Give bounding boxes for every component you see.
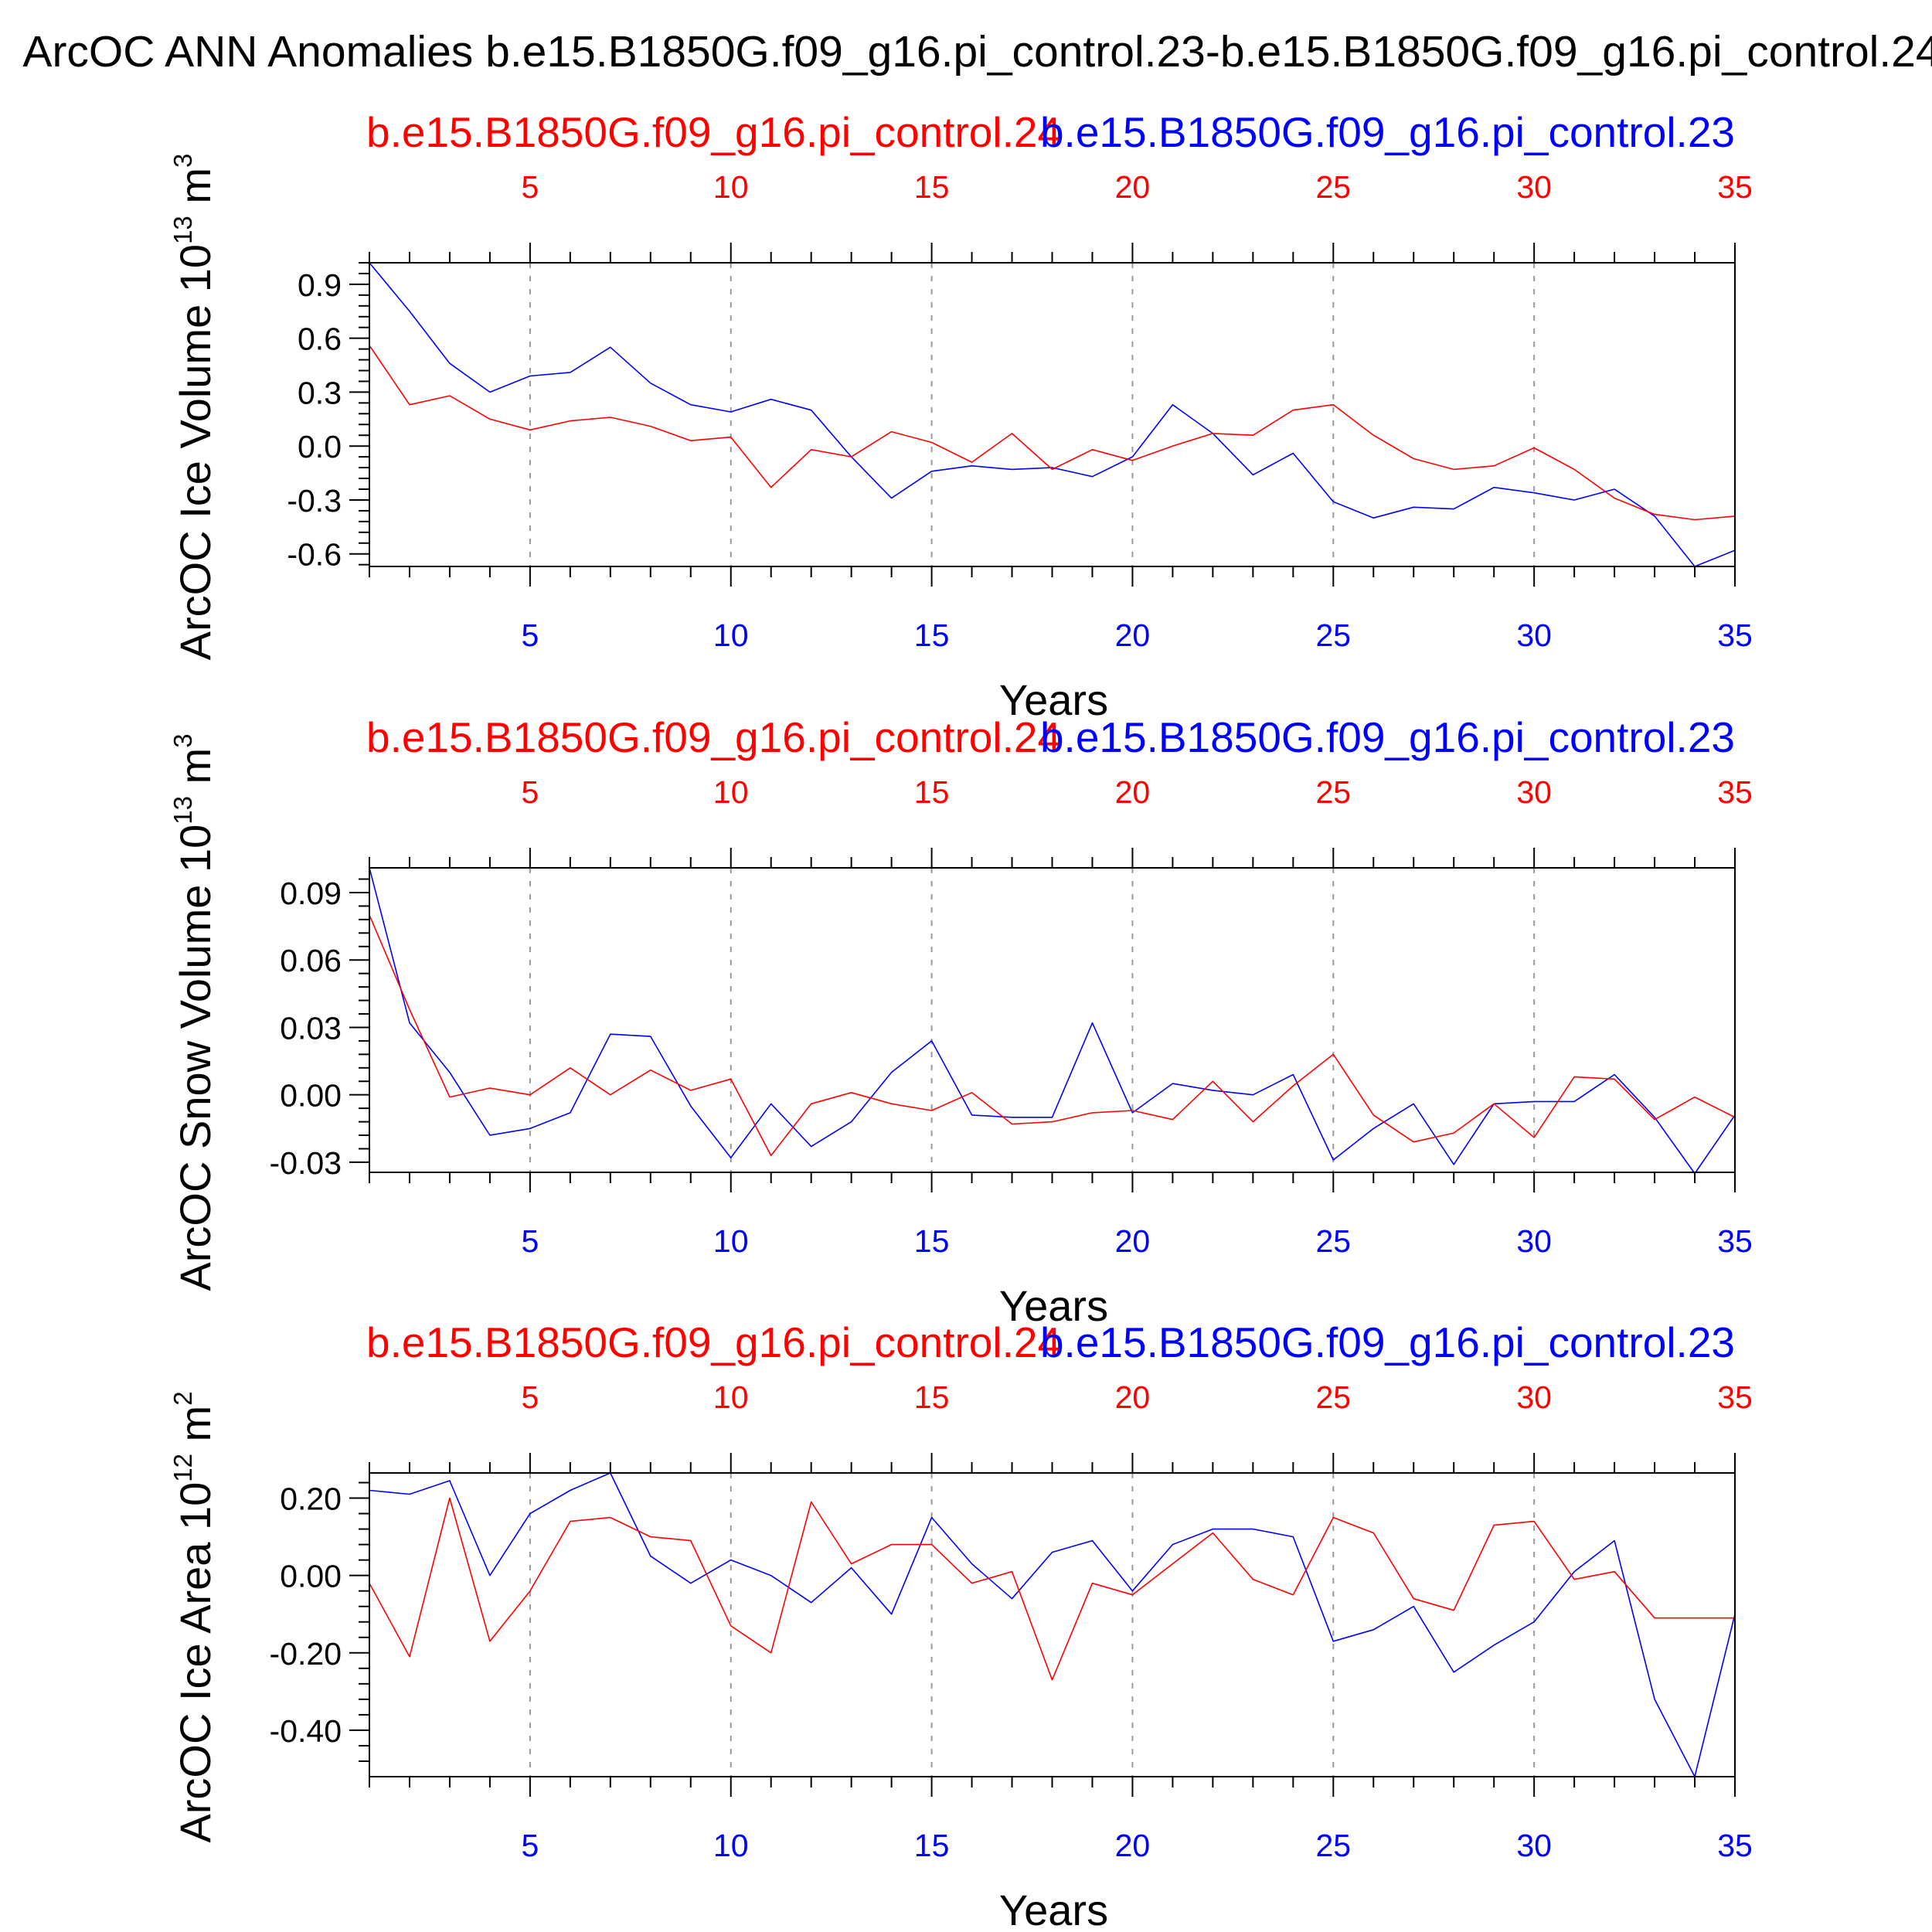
- panel-2-series-red: [369, 914, 1736, 1156]
- panel-3-ytick-label: 0.00: [280, 1559, 342, 1594]
- panel-1-ytick-label: 0.0: [298, 429, 342, 464]
- panel-3-xtick-label-bottom: 30: [1516, 1828, 1552, 1863]
- panel-1-xtick-label-bottom: 5: [521, 617, 539, 653]
- panel-2-xtick-label-top: 30: [1516, 774, 1552, 810]
- y-axis-exponent: 13: [168, 216, 197, 244]
- panel-3-ytick-label: -0.40: [270, 1713, 342, 1749]
- y-axis-exponent: 13: [168, 796, 197, 825]
- y-axis-label-part: ArcOC Snow Volume 10: [171, 825, 219, 1291]
- panel-1-ytick-label: -0.6: [287, 537, 342, 573]
- panel-1-ytick-label: -0.3: [287, 483, 342, 519]
- panel-1-xtick-label-top: 35: [1717, 169, 1753, 205]
- panel-1-series-red: [369, 345, 1736, 521]
- panel-3-legend-red: b.e15.B1850G.f09_g16.pi_control.24: [366, 1318, 1061, 1366]
- panel-1-xtick-label-top: 20: [1115, 169, 1151, 205]
- panel-1-plot-frame: [369, 262, 1736, 567]
- panel-3-ytick-label: 0.20: [280, 1481, 342, 1517]
- panel-2-xtick-label-bottom: 35: [1717, 1223, 1753, 1259]
- panel-3-xtick-label-bottom: 20: [1115, 1828, 1151, 1863]
- panel-2-xtick-label-top: 15: [914, 774, 950, 810]
- y-axis-label-part: m: [171, 168, 219, 216]
- panel-3-series-blue: [369, 1472, 1736, 1777]
- panel-3-legend-blue: b.e15.B1850G.f09_g16.pi_control.23: [1040, 1318, 1735, 1366]
- panel-3-xtick-label-top: 15: [914, 1379, 950, 1415]
- panel-3-xtick-label-top: 25: [1315, 1379, 1351, 1415]
- y-axis-exponent: 3: [168, 154, 197, 168]
- panel-2-ytick-label: 0.06: [280, 943, 342, 978]
- panel-1-xtick-label-bottom: 25: [1315, 617, 1351, 653]
- panel-2-x-axis-title: Years: [999, 1281, 1108, 1330]
- panel-3-xtick-label-top: 10: [713, 1379, 749, 1415]
- panel-1-xtick-label-bottom: 10: [713, 617, 749, 653]
- panel-2-xtick-label-bottom: 15: [914, 1223, 950, 1259]
- panel-3-y-axis-title: ArcOC Ice Area 1012 m2: [168, 1391, 219, 1842]
- panel-1-xtick-label-top: 30: [1516, 169, 1552, 205]
- y-axis-label-part: m: [171, 1406, 219, 1454]
- panel-1-xtick-label-bottom: 15: [914, 617, 950, 653]
- panel-3-ytick-label: -0.20: [270, 1636, 342, 1672]
- y-axis-label-part: ArcOC Ice Area 10: [171, 1482, 219, 1843]
- panel-1-ytick-label: 0.3: [298, 375, 342, 410]
- panel-1-legend-blue: b.e15.B1850G.f09_g16.pi_control.23: [1040, 108, 1735, 156]
- panel-3-series-red: [369, 1497, 1735, 1681]
- chart-title: ArcOC ANN Anomalies b.e15.B1850G.f09_g16…: [22, 27, 1932, 77]
- panel-1-series-blue: [369, 262, 1736, 567]
- panel-1-xtick-label-top: 5: [521, 169, 539, 205]
- panel-1-xtick-label-bottom: 35: [1717, 617, 1753, 653]
- panel-1-xtick-label-bottom: 20: [1115, 617, 1151, 653]
- y-axis-exponent: 12: [168, 1454, 197, 1482]
- panel-3-xtick-label-bottom: 35: [1717, 1828, 1753, 1863]
- panel-2-xtick-label-bottom: 5: [521, 1223, 539, 1259]
- panel-1-xtick-label-top: 15: [914, 169, 950, 205]
- panel-1-ytick-label: 0.6: [298, 321, 342, 357]
- panel-3-xtick-label-top: 5: [521, 1379, 539, 1415]
- panel-1-xtick-label-top: 25: [1315, 169, 1351, 205]
- panel-2-legend-red: b.e15.B1850G.f09_g16.pi_control.24: [366, 713, 1061, 761]
- panel-2-xtick-label-top: 35: [1717, 774, 1753, 810]
- panel-2-xtick-label-bottom: 20: [1115, 1223, 1151, 1259]
- panel-1-ytick-label: 0.9: [298, 267, 342, 303]
- y-axis-exponent: 3: [168, 733, 197, 747]
- panel-3-x-axis-title: Years: [999, 1886, 1108, 1932]
- panel-3-xtick-label-bottom: 10: [713, 1828, 749, 1863]
- panel-2-xtick-label-bottom: 30: [1516, 1223, 1552, 1259]
- panel-2-xtick-label-top: 5: [521, 774, 539, 810]
- panel-2-xtick-label-bottom: 10: [713, 1223, 749, 1259]
- panel-3-xtick-label-bottom: 15: [914, 1828, 950, 1863]
- panel-1-x-axis-title: Years: [999, 675, 1108, 724]
- panel-2-series-blue: [369, 867, 1736, 1175]
- panel-3-xtick-label-bottom: 5: [521, 1828, 539, 1863]
- panel-2-plot-frame: [369, 867, 1736, 1173]
- y-axis-label-part: m: [171, 748, 219, 796]
- panel-2-ytick-label: 0.09: [280, 876, 342, 911]
- panel-2-y-axis-title: ArcOC Snow Volume 1013 m3: [168, 733, 219, 1291]
- panel-3-xtick-label-top: 35: [1717, 1379, 1753, 1415]
- panel-2-legend-blue: b.e15.B1850G.f09_g16.pi_control.23: [1040, 713, 1735, 761]
- panel-2-xtick-label-bottom: 25: [1315, 1223, 1351, 1259]
- panel-2-xtick-label-top: 25: [1315, 774, 1351, 810]
- panel-2-xtick-label-top: 10: [713, 774, 749, 810]
- y-axis-exponent: 2: [168, 1391, 197, 1405]
- panel-2-ytick-label: -0.03: [270, 1145, 342, 1181]
- panel-2-ytick-label: 0.00: [280, 1078, 342, 1114]
- panel-3-xtick-label-top: 20: [1115, 1379, 1151, 1415]
- panel-3-xtick-label-top: 30: [1516, 1379, 1552, 1415]
- panel-1-xtick-label-top: 10: [713, 169, 749, 205]
- panel-1-xtick-label-bottom: 30: [1516, 617, 1552, 653]
- panel-3-xtick-label-bottom: 25: [1315, 1828, 1351, 1863]
- panel-1-legend-red: b.e15.B1850G.f09_g16.pi_control.24: [366, 108, 1061, 156]
- panel-1-y-axis-title: ArcOC Ice Volume 1013 m3: [168, 154, 219, 661]
- panel-2-xtick-label-top: 20: [1115, 774, 1151, 810]
- panel-2-ytick-label: 0.03: [280, 1010, 342, 1046]
- y-axis-label-part: ArcOC Ice Volume 10: [171, 244, 219, 660]
